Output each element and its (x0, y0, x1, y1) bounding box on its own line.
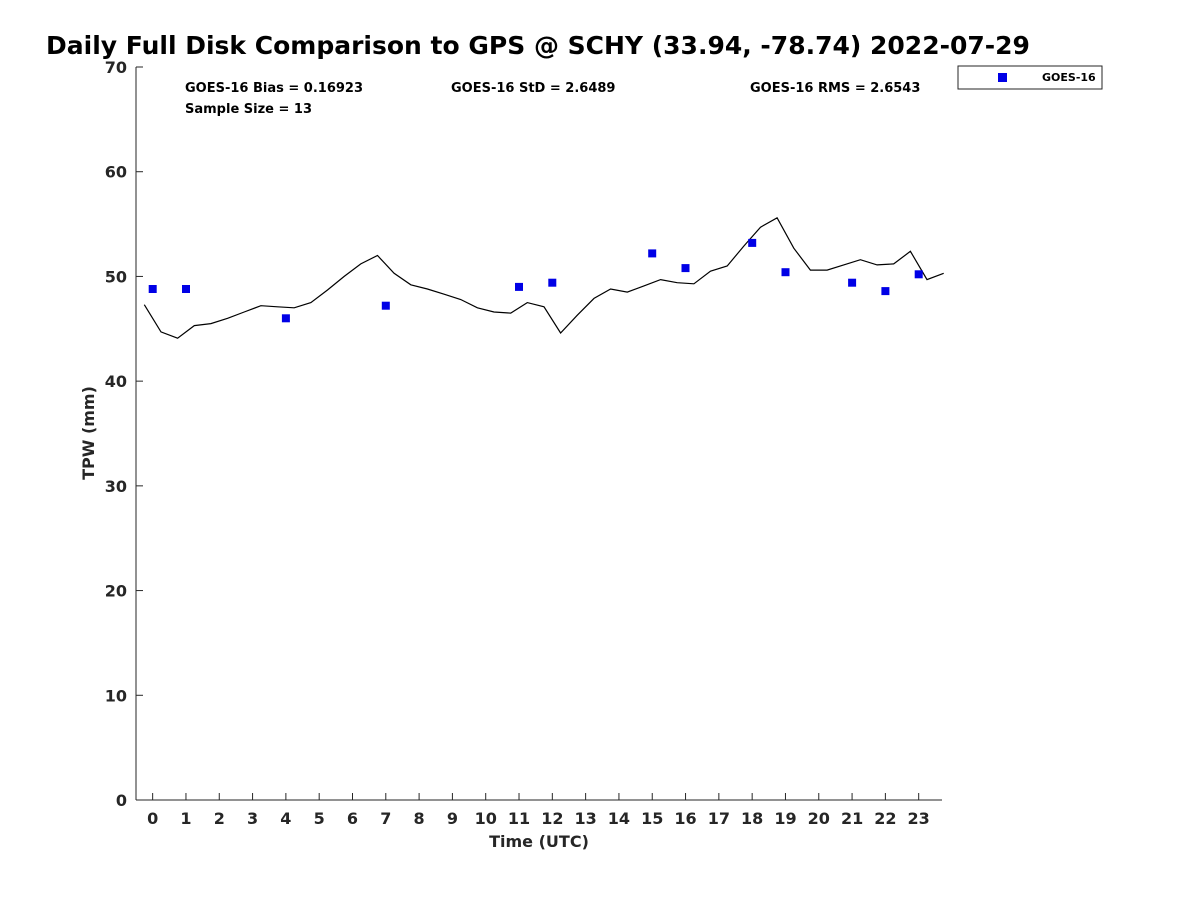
y-ticks: 0 10 20 30 40 50 60 70 (105, 58, 143, 810)
legend-box (957, 65, 1103, 90)
x-tick-label: 0 (147, 809, 158, 828)
goes-data-point (548, 278, 557, 287)
goes-data-point (515, 282, 523, 291)
goes-series (148, 238, 923, 323)
x-tick-label: 6 (347, 809, 358, 828)
x-axis-label: Time (UTC) (489, 832, 589, 851)
goes-data-point (914, 270, 923, 279)
x-tick-label: 15 (641, 809, 663, 828)
x-tick-label: 9 (447, 809, 458, 828)
x-tick-label: 18 (741, 809, 763, 828)
bias-annotation: GOES-16 Bias = 0.16923 (185, 81, 363, 96)
x-tick-label: 7 (380, 809, 391, 828)
y-tick-label: 40 (105, 372, 127, 391)
gps-series (143, 216, 944, 339)
chart-title: Daily Full Disk Comparison to GPS @ SCHY… (46, 31, 1030, 60)
y-tick-label: 30 (105, 477, 127, 496)
goes-data-point (881, 287, 890, 296)
x-tick-label: 20 (808, 809, 830, 828)
legend-marker-goes (998, 73, 1007, 82)
x-tick-label: 23 (908, 809, 930, 828)
x-tick-label: 14 (608, 809, 630, 828)
goes-data-point (848, 278, 857, 287)
x-tick-label: 3 (247, 809, 258, 828)
y-tick-label: 20 (105, 582, 127, 601)
goes-data-point (148, 285, 157, 293)
y-axis-label: TPW (mm) (79, 386, 98, 480)
y-tick-label: 50 (105, 267, 127, 286)
std-annotation: GOES-16 StD = 2.6489 (451, 81, 615, 96)
y-tick-label: 70 (105, 58, 127, 77)
x-tick-label: 17 (708, 809, 730, 828)
legend: GOES-16 (957, 65, 1103, 90)
x-tick-label: 1 (180, 809, 191, 828)
goes-data-point (748, 238, 757, 247)
goes-data-point (182, 285, 190, 293)
x-tick-label: 19 (774, 809, 796, 828)
x-tick-label: 11 (508, 809, 530, 828)
x-tick-label: 16 (674, 809, 696, 828)
x-tick-label: 4 (280, 809, 291, 828)
x-ticks: 0 1 2 3 4 5 6 7 8 9 10 11 12 13 14 15 16 17 18 19 20 21 22 23 (147, 793, 930, 828)
y-tick-label: 60 (105, 163, 127, 182)
gps-series-line (143, 216, 944, 339)
x-tick-label: 12 (541, 809, 563, 828)
goes-data-point (781, 268, 790, 277)
goes-data-point (648, 249, 657, 258)
y-tick-label: 0 (116, 791, 127, 810)
legend-entry-goes: GOES-16 (1042, 71, 1096, 84)
rms-annotation: GOES-16 RMS = 2.6543 (750, 81, 920, 96)
x-tick-label: 5 (314, 809, 325, 828)
goes-data-point (381, 301, 390, 310)
x-tick-label: 2 (214, 809, 225, 828)
x-tick-label: 22 (874, 809, 896, 828)
x-tick-label: 8 (414, 809, 425, 828)
y-tick-label: 10 (105, 686, 127, 705)
goes-data-point (281, 314, 290, 323)
sample-size-annotation: Sample Size = 13 (185, 102, 312, 117)
goes-data-point (681, 264, 690, 273)
x-tick-label: 10 (475, 809, 497, 828)
x-tick-label: 13 (574, 809, 596, 828)
x-tick-label: 21 (841, 809, 863, 828)
